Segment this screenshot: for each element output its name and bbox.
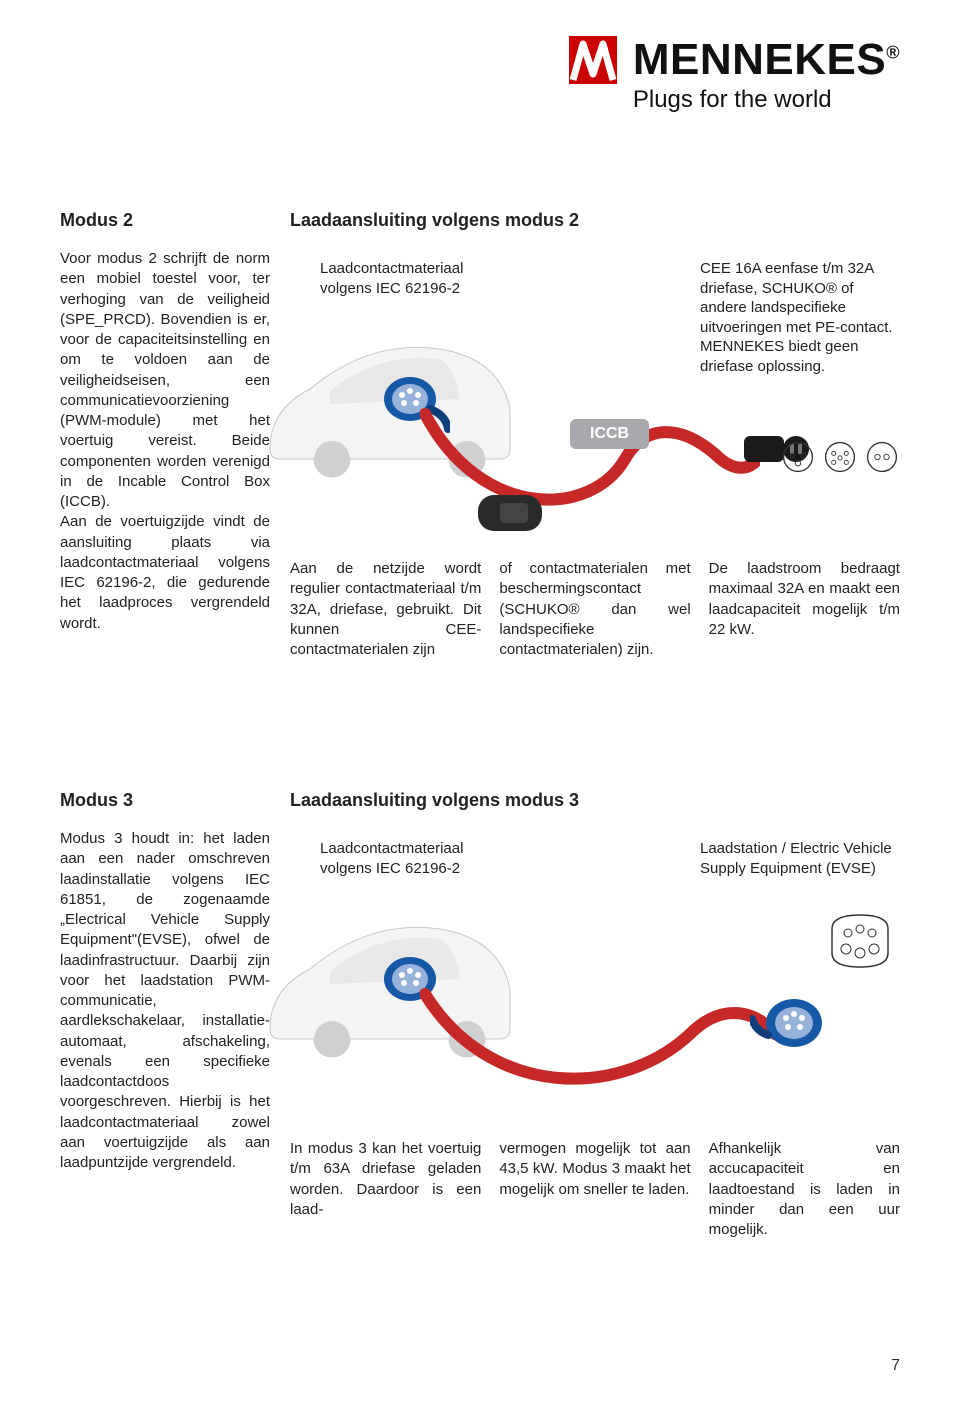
modus2-heading: Modus 2 bbox=[60, 210, 270, 231]
modus3-right-area: Laadaansluiting volgens modus 3 Laadcont… bbox=[290, 790, 900, 1240]
modus3-columns: In modus 3 kan het voertuig t/m 63A drie… bbox=[290, 1139, 900, 1240]
modus3-col3: Afhankelijk van accucapaciteit en laadto… bbox=[709, 1139, 900, 1240]
modus3-col1: In modus 3 kan het voertuig t/m 63A drie… bbox=[290, 1139, 481, 1240]
socket-outline-icons bbox=[780, 439, 900, 475]
evse-socket-outline-icon bbox=[820, 909, 900, 978]
modus3-diagram-title: Laadaansluiting volgens modus 3 bbox=[290, 790, 900, 811]
modus3-label-vehicle-side: Laadcontactmateriaal volgens IEC 62196-2 bbox=[320, 839, 500, 878]
iccb-box-icon bbox=[470, 489, 550, 544]
brand-name: MENNEKES® bbox=[633, 35, 900, 85]
modus2-col3: De laadstroom bedraagt maximaal 32A en m… bbox=[709, 559, 900, 660]
page-number: 7 bbox=[891, 1357, 900, 1375]
modus2-label-vehicle-side: Laadcontactmateriaal volgens IEC 62196-2 bbox=[320, 259, 500, 298]
mennekes-logo-icon bbox=[563, 30, 623, 90]
modus3-label-evse-side: Laadstation / Electric Vehicle Supply Eq… bbox=[700, 839, 900, 878]
section-modus-2: Modus 2 Voor modus 2 schrijft de norm ee… bbox=[60, 210, 900, 660]
section-modus-3: Modus 3 Modus 3 houdt in: het laden aan … bbox=[60, 790, 900, 1240]
brand-tagline: Plugs for the world bbox=[563, 86, 900, 114]
brand-header: MENNEKES® Plugs for the world bbox=[563, 30, 900, 114]
modus2-col1: Aan de netzijde wordt regulier contactma… bbox=[290, 559, 481, 660]
cable-icon bbox=[420, 979, 780, 1114]
modus2-diagram: Laadcontactmateriaal volgens IEC 62196-2… bbox=[290, 249, 900, 549]
modus2-diagram-title: Laadaansluiting volgens modus 2 bbox=[290, 210, 900, 231]
modus3-left-text: Modus 3 houdt in: het laden aan een nade… bbox=[60, 829, 270, 1173]
iccb-badge: ICCB bbox=[570, 419, 649, 449]
modus2-left-column: Modus 2 Voor modus 2 schrijft de norm ee… bbox=[60, 210, 270, 660]
modus2-col2: of contactmaterialen met beschermingscon… bbox=[499, 559, 690, 660]
modus3-left-column: Modus 3 Modus 3 houdt in: het laden aan … bbox=[60, 790, 270, 1240]
modus3-heading: Modus 3 bbox=[60, 790, 270, 811]
modus2-columns: Aan de netzijde wordt regulier contactma… bbox=[290, 559, 900, 660]
modus3-diagram: Laadcontactmateriaal volgens IEC 62196-2… bbox=[290, 829, 900, 1129]
modus2-left-text: Voor modus 2 schrijft de norm een mobiel… bbox=[60, 249, 270, 634]
modus2-label-grid-side: CEE 16A eenfase t/m 32A driefase, SCHUKO… bbox=[700, 259, 900, 376]
modus3-col2: vermogen mogelijk tot aan 43,5 kW. Modus… bbox=[499, 1139, 690, 1240]
modus2-right-area: Laadaansluiting volgens modus 2 Laadcont… bbox=[290, 210, 900, 660]
type2-plug-evse-icon bbox=[750, 989, 828, 1066]
